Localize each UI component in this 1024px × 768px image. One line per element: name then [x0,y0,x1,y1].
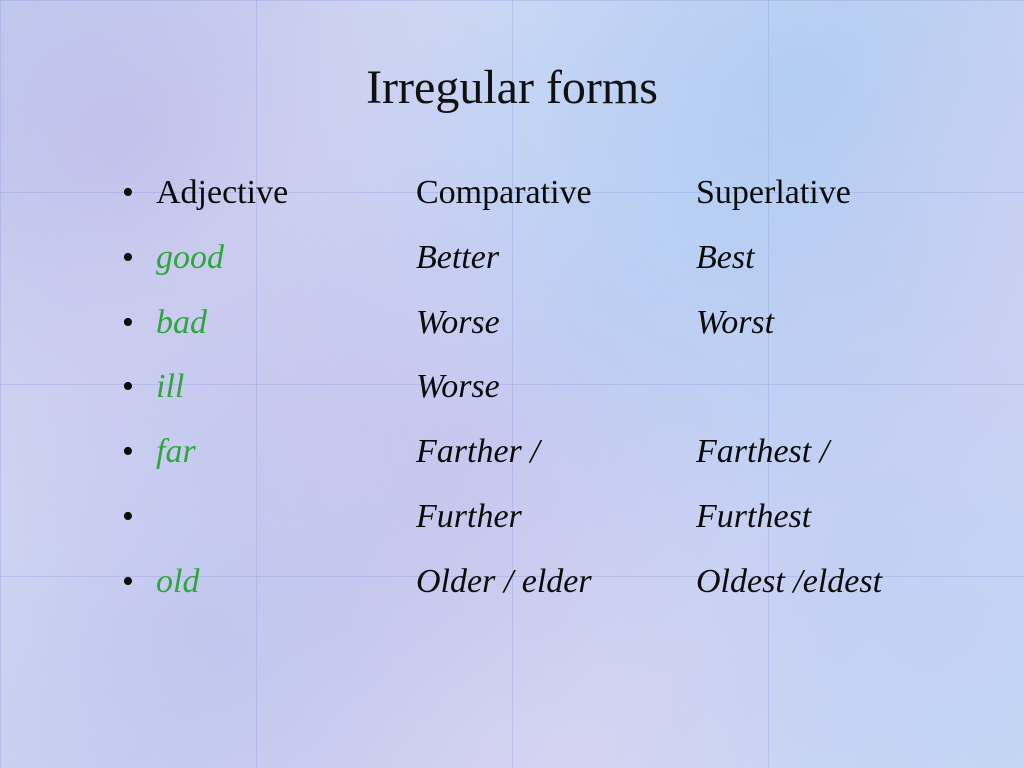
list-item: • ill Worse [122,367,934,408]
bullet-icon: • [122,303,156,344]
list-item: • good Better Best [122,238,934,279]
cell-adjective: far [156,432,416,473]
cell-comparative: Older / elder [416,562,696,603]
header-row: • Adjective Comparative Superlative [122,173,934,214]
cell-comparative: Better [416,238,696,279]
bullet-icon: • [122,562,156,603]
cell-superlative: Oldest /eldest [696,562,934,603]
bullet-icon: • [122,367,156,408]
bullet-icon: • [122,432,156,473]
list-item: • old Older / elder Oldest /eldest [122,562,934,603]
bullet-icon: • [122,173,156,214]
content-list: • Adjective Comparative Superlative • go… [90,173,934,603]
list-item: • bad Worse Worst [122,303,934,344]
cell-adjective: bad [156,303,416,344]
cell-superlative: Best [696,238,934,279]
cell-comparative: Further [416,497,696,538]
cell-comparative: Farther / [416,432,696,473]
cell-adjective: good [156,238,416,279]
cell-comparative: Worse [416,367,696,408]
header-comparative: Comparative [416,173,696,214]
header-superlative: Superlative [696,173,934,214]
cell-comparative: Worse [416,303,696,344]
bullet-icon: • [122,238,156,279]
slide-title: Irregular forms [90,60,934,115]
list-item: • Further Furthest [122,497,934,538]
header-adjective: Adjective [156,173,416,214]
bullet-icon: • [122,497,156,538]
list-item: • far Farther / Farthest / [122,432,934,473]
cell-superlative: Farthest / [696,432,934,473]
cell-superlative: Furthest [696,497,934,538]
cell-superlative: Worst [696,303,934,344]
cell-adjective: ill [156,367,416,408]
cell-adjective: old [156,562,416,603]
slide: Irregular forms • Adjective Comparative … [0,0,1024,768]
